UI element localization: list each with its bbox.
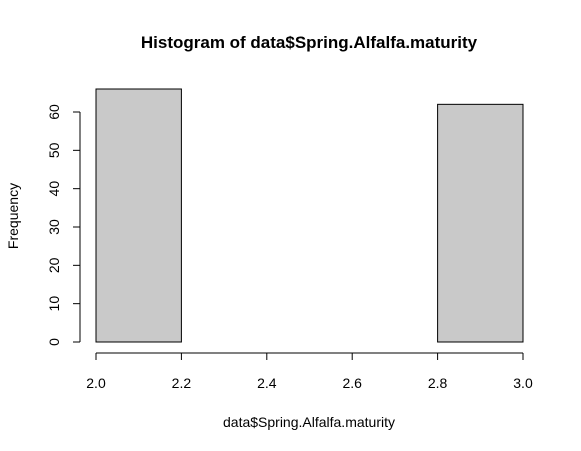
y-tick-label-3: 30 — [46, 219, 62, 235]
y-tick-label-2: 20 — [46, 257, 62, 273]
x-axis: 2.0 2.2 2.4 2.6 2.8 3.0 — [86, 352, 533, 391]
x-tick-label-1: 2.2 — [172, 375, 192, 391]
y-tick-label-4: 40 — [46, 181, 62, 197]
x-tick-label-2: 2.4 — [257, 375, 277, 391]
bars-group — [95, 88, 524, 343]
x-tick-label-3: 2.6 — [342, 375, 362, 391]
y-tick-label-5: 50 — [46, 142, 62, 158]
chart-title: Histogram of data$Spring.Alfalfa.maturit… — [141, 33, 478, 52]
y-axis-label: Frequency — [5, 183, 21, 249]
histogram-bar-0 — [95, 88, 182, 343]
x-axis-label: data$Spring.Alfalfa.maturity — [223, 414, 395, 430]
y-tick-label-6: 60 — [46, 104, 62, 120]
y-tick-label-0: 0 — [46, 338, 62, 346]
y-tick-label-1: 10 — [46, 296, 62, 312]
x-tick-label-0: 2.0 — [86, 375, 106, 391]
histogram-bar-4 — [437, 103, 524, 343]
y-axis: 0 10 20 30 40 50 60 — [46, 104, 81, 346]
x-tick-label-5: 3.0 — [513, 375, 533, 391]
x-tick-label-4: 2.8 — [428, 375, 448, 391]
